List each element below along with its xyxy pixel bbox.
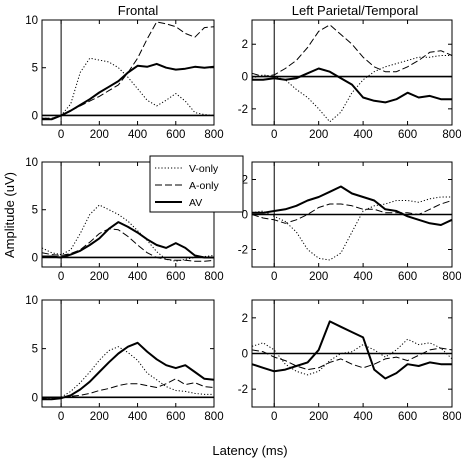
series-line-a-only [41,228,215,262]
x-tick-label: 800 [442,129,461,141]
x-tick-label: 400 [128,271,147,283]
panel-frame [41,299,215,408]
y-tick-label: 10 [25,157,38,169]
x-tick-label: 800 [442,271,461,283]
y-tick-label: 0 [242,72,248,84]
x-tick-label: 200 [309,271,328,283]
x-tick-label: 600 [166,129,185,141]
y-tick-label: 0 [32,252,38,264]
y-tick-label: -2 [238,245,248,257]
x-tick-label: 0 [271,271,277,283]
series-line-av [42,341,215,401]
series-line-av [251,320,452,380]
y-tick-label: 10 [25,295,38,307]
series-line-v-only [251,338,453,376]
series-line-av [42,62,215,121]
x-tick-label: 200 [90,129,109,141]
x-tick-label: 0 [271,129,277,141]
legend-label-v-only: V-only [189,163,219,175]
x-tick-label: 400 [354,271,373,283]
y-tick-label: 0 [32,392,38,404]
y-tick-label: 2 [242,39,248,51]
y-tick-label: 0 [32,110,38,122]
series-line-a-only [251,24,453,77]
series-line-av [252,67,452,104]
x-tick-label: 0 [271,411,277,423]
x-tick-label: 0 [58,129,64,141]
legend-label-av: AV [189,197,202,209]
x-tick-label: 200 [90,411,109,423]
series-line-v-only [42,346,214,399]
x-tick-label: 400 [354,129,373,141]
panel-frontal-row1: 0 200 400 600 800 0 5 10 [25,15,223,141]
x-tick-label: 600 [398,271,417,283]
y-tick-label: 2 [242,175,248,187]
panel-ltp-row2: 0 200 400 600 800 -2 0 2 [238,161,461,283]
x-tick-label: 600 [166,411,185,423]
y-tick-label: 2 [242,313,248,325]
y-tick-label: 5 [32,344,38,356]
x-tick-label: 600 [398,411,417,423]
x-tick-label: 400 [354,411,373,423]
legend: V-only A-only AV [149,155,244,213]
x-tick-label: 600 [166,271,185,283]
y-tick-label: 10 [25,15,38,27]
panel-frame [251,19,453,126]
panel-ltp-row1: 0 200 400 600 800 -2 0 2 [238,19,461,141]
y-tick-label: 0 [242,349,248,361]
legend-label-a-only: A-only [189,180,220,192]
x-tick-label: 200 [90,271,109,283]
x-tick-label: 800 [442,411,461,423]
series-line-av [252,185,453,226]
column-title-left-parietal-temporal: Left Parietal/Temporal [292,3,419,18]
x-tick-label: 800 [204,411,223,423]
y-tick-label: 0 [242,210,248,222]
x-tick-label: 400 [128,411,147,423]
panel-ltp-row3: 0 200 400 600 800 -2 0 2 [238,299,461,423]
column-title-frontal: Frontal [118,3,159,18]
y-axis-label: Amplitude (uV) [2,172,17,258]
y-tick-label: -2 [238,104,248,116]
y-tick-label: 5 [32,63,38,75]
panel-frontal-row3: 0 200 400 600 800 0 5 10 [25,295,223,423]
series-line-v-only [251,196,452,261]
x-tick-label: 200 [309,411,328,423]
x-tick-label: 800 [204,271,223,283]
y-tick-label: 5 [32,205,38,217]
x-tick-label: 400 [128,129,147,141]
series-line-a-only [251,200,453,224]
series-line-v-only [42,57,215,119]
x-tick-label: 0 [58,271,64,283]
x-tick-label: 800 [204,129,223,141]
series-line-a-only [251,347,453,371]
series-line-av [42,221,214,259]
x-tick-label: 600 [398,129,417,141]
y-tick-label: -2 [238,384,248,396]
x-tick-label: 200 [309,129,328,141]
x-axis-label: Latency (ms) [212,443,287,458]
x-tick-label: 0 [58,411,64,423]
